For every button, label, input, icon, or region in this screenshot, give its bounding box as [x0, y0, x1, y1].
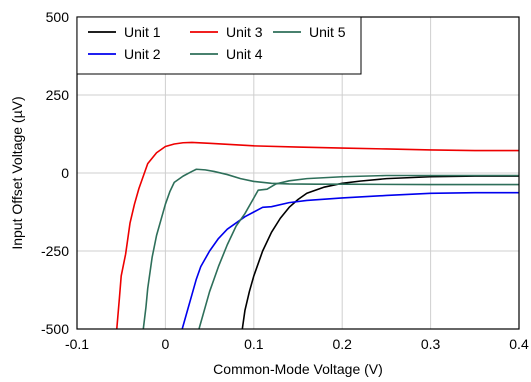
y-axis-title: Input Offset Voltage (µV) [9, 96, 25, 249]
x-tick-label: -0.1 [65, 336, 89, 352]
series-line-unit-5 [142, 168, 519, 329]
legend-label: Unit 4 [226, 46, 263, 62]
x-tick-label: 0.4 [509, 336, 529, 352]
legend-label: Unit 3 [226, 24, 263, 40]
axis-ticks: -0.1 0 0.1 0.2 0.3 0.4 -500 -250 0 250 500 [41, 9, 529, 352]
y-tick-label: -250 [41, 243, 69, 259]
series-line-unit-2 [181, 191, 519, 329]
legend-label: Unit 5 [309, 24, 346, 40]
series-line-unit-1 [241, 175, 519, 329]
y-tick-label: 250 [46, 87, 70, 103]
series-line-unit-4 [198, 174, 519, 329]
y-tick-label: 500 [46, 9, 70, 25]
series-layer [115, 141, 519, 329]
y-tick-label: 0 [61, 165, 69, 181]
series-line-unit-3 [115, 141, 519, 329]
legend-label: Unit 2 [124, 46, 161, 62]
x-tick-label: 0.1 [244, 336, 264, 352]
x-tick-label: 0.2 [332, 336, 352, 352]
legend: Unit 1 Unit 2 Unit 3 Unit 4 Unit 5 [76, 16, 362, 75]
legend-box [76, 16, 362, 75]
y-tick-label: -500 [41, 321, 69, 337]
legend-label: Unit 1 [124, 24, 161, 40]
x-tick-label: 0 [162, 336, 170, 352]
x-axis-title: Common-Mode Voltage (V) [213, 361, 383, 377]
x-tick-label: 0.3 [421, 336, 441, 352]
